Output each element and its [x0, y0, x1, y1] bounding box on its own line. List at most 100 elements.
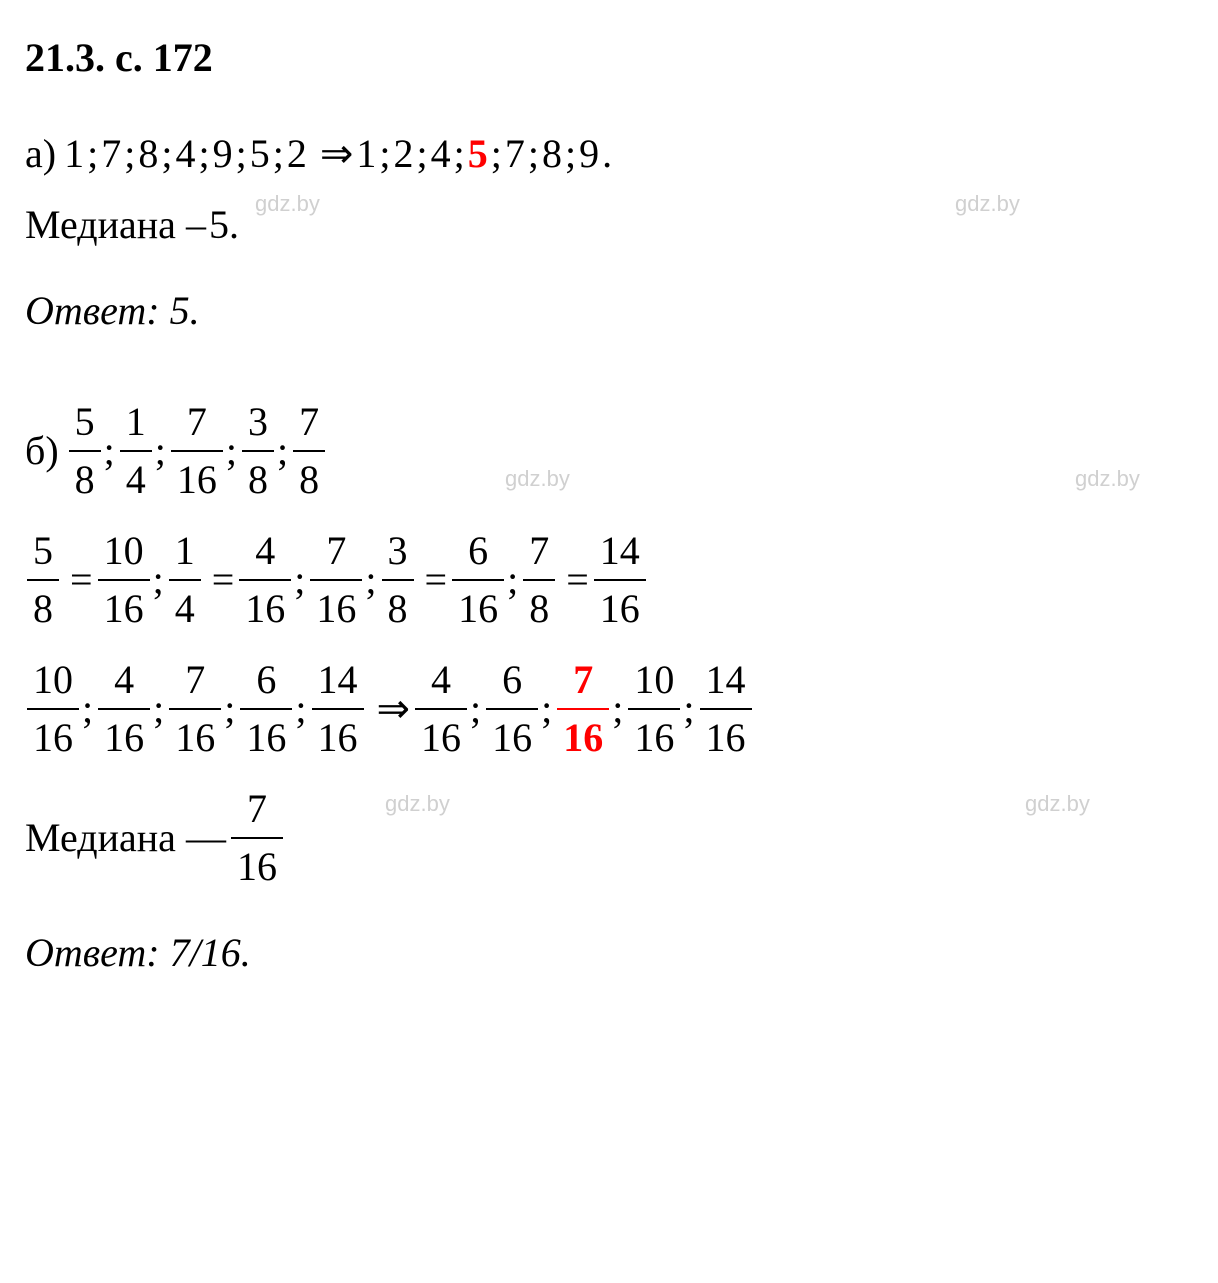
watermark: gdz.by	[955, 189, 1020, 220]
eq: =	[566, 552, 589, 608]
frac: 1416	[312, 652, 364, 766]
sep: ;	[224, 681, 235, 737]
eq: =	[70, 552, 93, 608]
frac: 14	[120, 394, 152, 508]
part-b-conversions: 58 = 1016; 14 = 416; 716; 38 = 616; 78 =…	[25, 523, 1193, 637]
val: 9	[579, 126, 599, 182]
part-b-given-line: б) 58; 14; 716; 38; 78 gdz.by gdz.by	[25, 394, 1193, 508]
frac: 38	[242, 394, 274, 508]
median-frac: 716	[557, 652, 609, 766]
frac: 716	[310, 523, 362, 637]
den: 8	[293, 452, 325, 508]
part-a-label: а)	[25, 126, 56, 182]
part-b-sort-line: 1016; 416; 716; 616; 1416 ⇒ 416; 616; 71…	[25, 652, 1193, 766]
sep: ;	[294, 552, 305, 608]
frac: 58	[27, 523, 59, 637]
den: 8	[27, 581, 59, 637]
den: 16	[700, 710, 752, 766]
frac: 58	[69, 394, 101, 508]
heading: 21.3. с. 172	[25, 30, 1193, 86]
den: 16	[628, 710, 680, 766]
num: 1	[120, 394, 152, 452]
num: 6	[240, 652, 292, 710]
den: 16	[452, 581, 504, 637]
num: 4	[98, 652, 150, 710]
num: 14	[594, 523, 646, 581]
val: 1	[64, 126, 84, 182]
watermark: gdz.by	[1025, 789, 1090, 820]
den: 8	[382, 581, 414, 637]
den: 4	[120, 452, 152, 508]
val: 5	[250, 126, 270, 182]
num: 6	[486, 652, 538, 710]
median-label: Медиана –	[25, 197, 206, 253]
frac: 616	[452, 523, 504, 637]
median-value: 5.	[209, 197, 239, 253]
sep: ;	[470, 681, 481, 737]
den: 16	[27, 710, 79, 766]
den: 16	[415, 710, 467, 766]
frac: 416	[415, 652, 467, 766]
num: 3	[242, 394, 274, 452]
num: 7	[171, 394, 223, 452]
frac: 1416	[700, 652, 752, 766]
sep: ;	[226, 423, 237, 479]
frac: 1016	[27, 652, 79, 766]
arrow: ⇒	[320, 126, 354, 182]
den: 8	[523, 581, 555, 637]
num: 7	[557, 652, 609, 710]
den: 16	[231, 839, 283, 895]
part-b-label: б)	[25, 423, 59, 479]
val: 2	[287, 126, 307, 182]
watermark: gdz.by	[1075, 464, 1140, 495]
answer-label: Ответ:	[25, 930, 160, 975]
frac: 1416	[594, 523, 646, 637]
answer-value: 5.	[160, 288, 200, 333]
den: 16	[310, 581, 362, 637]
sep: ;	[507, 552, 518, 608]
sep: ;	[565, 126, 576, 182]
den: 16	[312, 710, 364, 766]
num: 6	[452, 523, 504, 581]
den: 16	[169, 710, 221, 766]
num: 7	[523, 523, 555, 581]
watermark: gdz.by	[385, 789, 450, 820]
den: 16	[557, 710, 609, 766]
part-a-median-line: Медиана – 5. gdz.by gdz.by	[25, 197, 1193, 253]
frac: 716	[171, 394, 223, 508]
val: 9	[213, 126, 233, 182]
eq: =	[212, 552, 235, 608]
answer-label: Ответ:	[25, 288, 160, 333]
frac: 78	[523, 523, 555, 637]
num: 10	[628, 652, 680, 710]
sep: ;	[236, 126, 247, 182]
sep: ;	[491, 126, 502, 182]
sep: ;	[365, 552, 376, 608]
frac: 416	[98, 652, 150, 766]
sep: ;	[541, 681, 552, 737]
den: 16	[240, 710, 292, 766]
part-a-answer: Ответ: 5.	[25, 283, 1193, 339]
den: 16	[98, 710, 150, 766]
num: 14	[700, 652, 752, 710]
arrow: ⇒	[377, 681, 411, 737]
sep: ;	[379, 126, 390, 182]
num: 7	[169, 652, 221, 710]
sep: ;	[683, 681, 694, 737]
frac: 38	[382, 523, 414, 637]
num: 7	[231, 781, 283, 839]
frac: 1016	[98, 523, 150, 637]
sep: ;	[153, 552, 164, 608]
frac: 616	[240, 652, 292, 766]
den: 16	[486, 710, 538, 766]
den: 16	[171, 452, 223, 508]
sep: ;	[161, 126, 172, 182]
frac: 78	[293, 394, 325, 508]
sep: ;	[198, 126, 209, 182]
median-label: Медиана —	[25, 810, 226, 866]
sep: ;	[87, 126, 98, 182]
den: 8	[242, 452, 274, 508]
period: .	[602, 126, 612, 182]
frac: 14	[169, 523, 201, 637]
val: 1	[356, 126, 376, 182]
